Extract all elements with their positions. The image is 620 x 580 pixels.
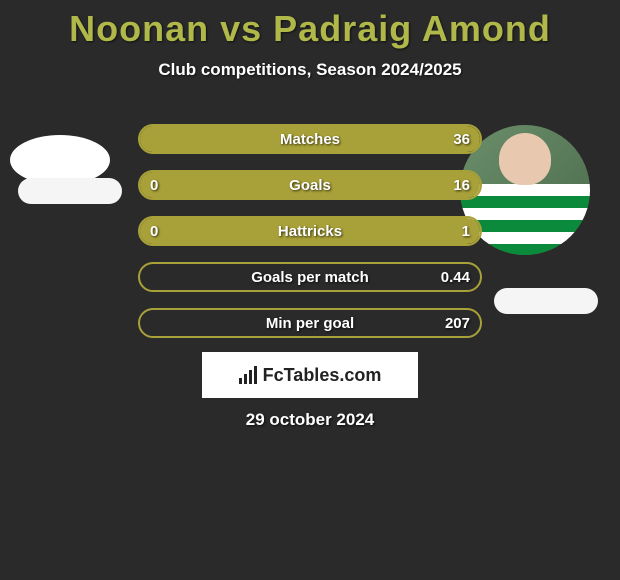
stat-bar-value-left: 0: [150, 218, 158, 244]
stat-bar-label: Goals: [140, 172, 480, 198]
stat-bar-value-right: 1: [462, 218, 470, 244]
page-title: Noonan vs Padraig Amond: [0, 0, 620, 50]
bar-chart-icon: [239, 366, 257, 384]
stat-bar-label: Matches: [140, 126, 480, 152]
stat-bar: Matches36: [138, 124, 482, 154]
stat-bar-label: Hattricks: [140, 218, 480, 244]
stat-bar: Min per goal207: [138, 308, 482, 338]
stat-bar: Goals0 16: [138, 170, 482, 200]
stat-bar: Goals per match0.44: [138, 262, 482, 292]
stat-bar-value-right: 207: [445, 310, 470, 336]
stat-bar-value-right: 16: [453, 172, 470, 198]
stat-bar-value-left: 0: [150, 172, 158, 198]
subtitle: Club competitions, Season 2024/2025: [0, 60, 620, 80]
stat-bars: Matches36Goals016Hattricks01Goals per ma…: [138, 124, 482, 354]
stat-bar-label: Min per goal: [140, 310, 480, 336]
stat-bar-value-right: 36: [453, 126, 470, 152]
stat-bar-label: Goals per match: [140, 264, 480, 290]
fctables-logo[interactable]: FcTables.com: [202, 352, 418, 398]
date-label: 29 october 2024: [0, 410, 620, 430]
player-right-name-pill: [494, 288, 598, 314]
stat-bar: Hattricks0 1: [138, 216, 482, 246]
stat-bar-value-right: 0.44: [441, 264, 470, 290]
logo-text: FcTables.com: [263, 365, 382, 386]
player-left-name-pill: [18, 178, 122, 204]
